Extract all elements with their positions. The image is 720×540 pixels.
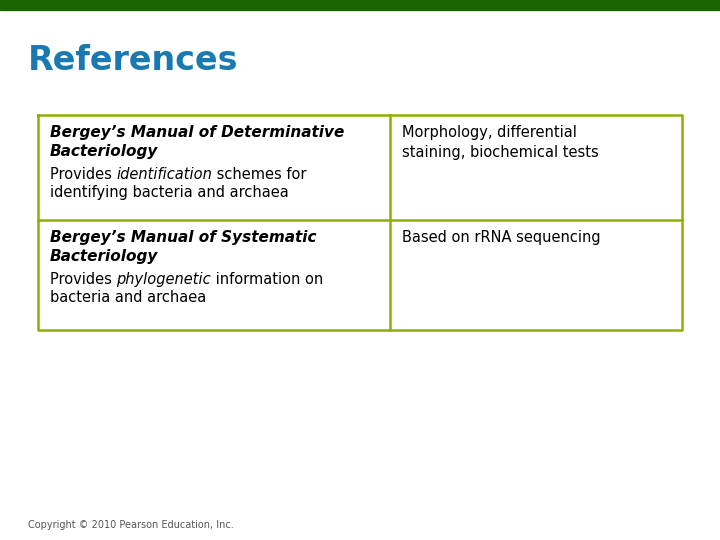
Text: Copyright © 2010 Pearson Education, Inc.: Copyright © 2010 Pearson Education, Inc. <box>28 520 234 530</box>
Text: References: References <box>28 44 238 77</box>
Text: information on: information on <box>211 272 323 287</box>
Text: Bergey’s Manual of Systematic
Bacteriology: Bergey’s Manual of Systematic Bacteriolo… <box>50 230 317 264</box>
Text: schemes for: schemes for <box>212 167 307 181</box>
Text: identification: identification <box>117 167 212 181</box>
Text: phylogenetic: phylogenetic <box>117 272 211 287</box>
Text: Bergey’s Manual of Determinative
Bacteriology: Bergey’s Manual of Determinative Bacteri… <box>50 125 344 159</box>
Text: Provides: Provides <box>50 167 117 181</box>
Text: Morphology, differential
staining, biochemical tests: Morphology, differential staining, bioch… <box>402 125 599 160</box>
Text: Provides: Provides <box>50 272 117 287</box>
Text: identifying bacteria and archaea: identifying bacteria and archaea <box>50 186 289 200</box>
Text: Based on rRNA sequencing: Based on rRNA sequencing <box>402 230 600 245</box>
Bar <box>0 0 720 10</box>
Text: bacteria and archaea: bacteria and archaea <box>50 291 206 306</box>
